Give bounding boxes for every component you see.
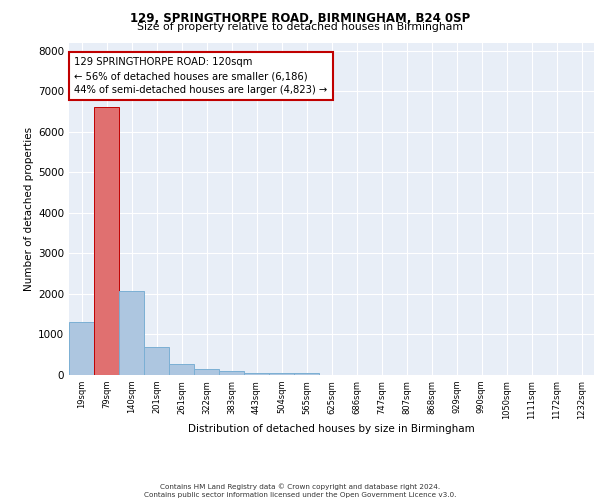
Bar	[94, 108, 119, 375]
Y-axis label: Number of detached properties: Number of detached properties	[24, 126, 34, 291]
X-axis label: Distribution of detached houses by size in Birmingham: Distribution of detached houses by size …	[188, 424, 475, 434]
Bar	[69, 322, 94, 375]
Bar	[269, 373, 294, 375]
Text: 129 SPRINGTHORPE ROAD: 120sqm
← 56% of detached houses are smaller (6,186)
44% o: 129 SPRINGTHORPE ROAD: 120sqm ← 56% of d…	[74, 58, 328, 96]
Text: Size of property relative to detached houses in Birmingham: Size of property relative to detached ho…	[137, 22, 463, 32]
Bar	[194, 369, 219, 375]
Text: Contains HM Land Registry data © Crown copyright and database right 2024.
Contai: Contains HM Land Registry data © Crown c…	[144, 484, 456, 498]
Bar	[169, 364, 194, 375]
Bar	[119, 290, 144, 375]
Bar	[219, 371, 244, 375]
Bar	[294, 373, 319, 375]
Bar	[144, 347, 169, 375]
Bar	[244, 372, 269, 375]
Text: 129, SPRINGTHORPE ROAD, BIRMINGHAM, B24 0SP: 129, SPRINGTHORPE ROAD, BIRMINGHAM, B24 …	[130, 12, 470, 26]
